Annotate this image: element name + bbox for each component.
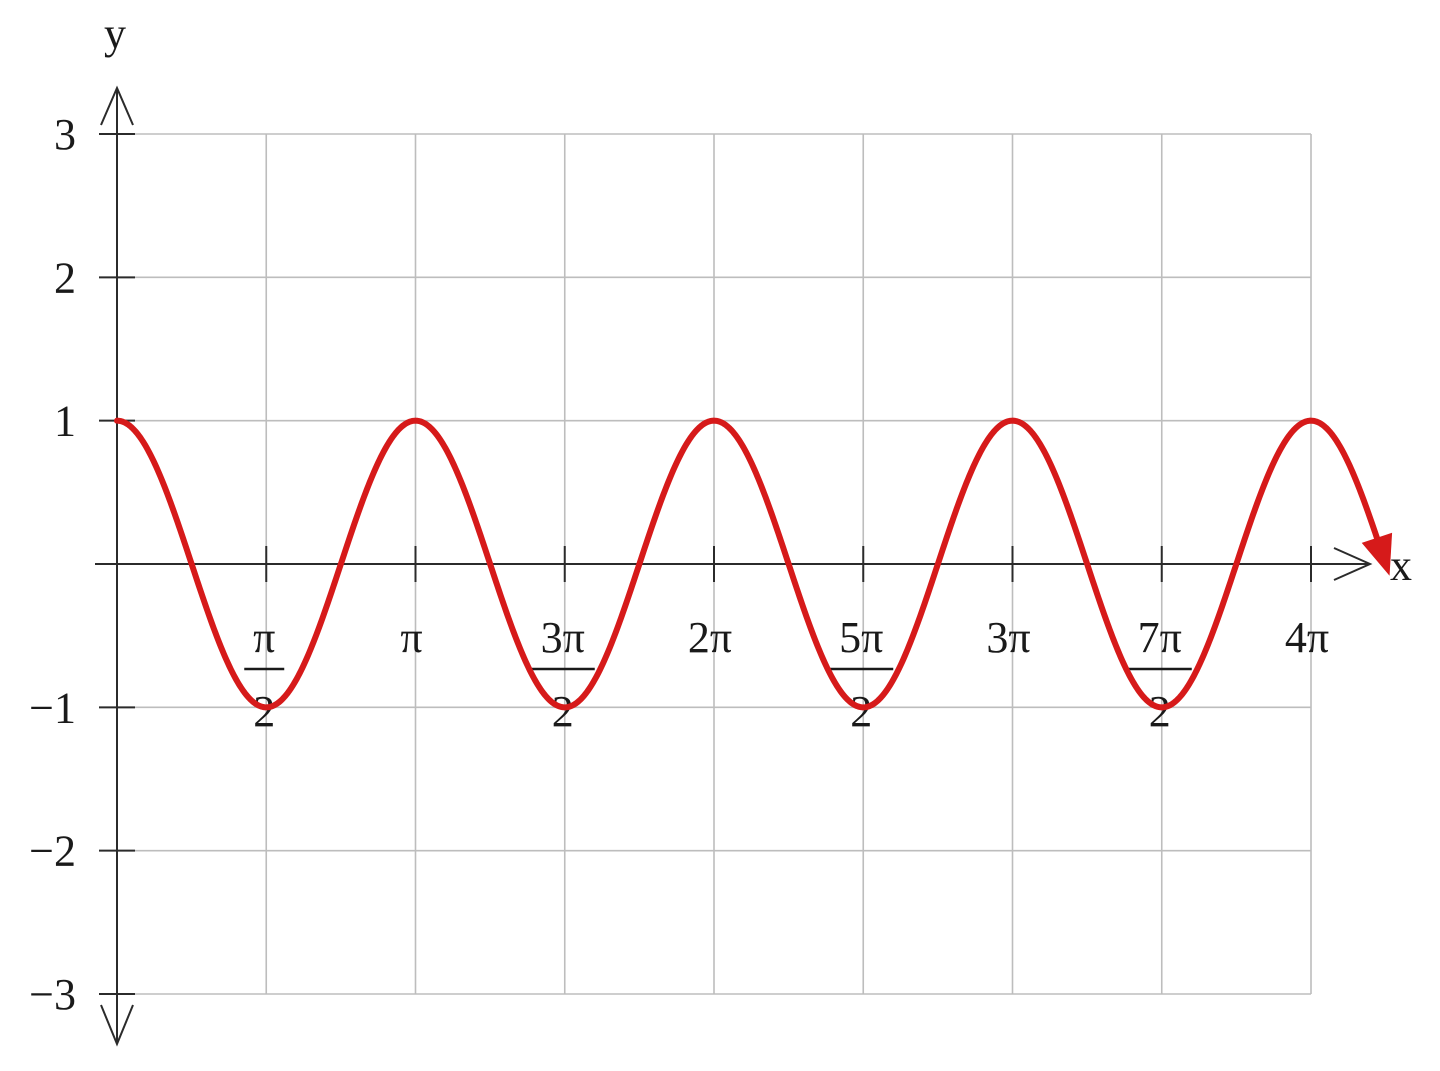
x-axis-label: x <box>1390 541 1412 590</box>
curve-arrowhead <box>1361 532 1393 576</box>
x-tick-numerator: 7π <box>1138 613 1182 662</box>
y-tick-labels: 3 2 1 −1 −2 −3 <box>29 110 76 1019</box>
x-tick-numerator: 5π <box>839 613 883 662</box>
y-tick-label: 1 <box>54 397 76 446</box>
x-tick-label: π <box>400 613 422 662</box>
x-tick-numerator: π <box>253 613 275 662</box>
x-tick-text: 3π <box>986 613 1030 662</box>
y-axis-label: y <box>104 9 126 58</box>
x-tick-label: 7π 2 <box>1127 613 1192 736</box>
y-tick-label: −2 <box>29 827 76 876</box>
x-tick-text: 4π <box>1285 613 1329 662</box>
y-axis-arrow-up <box>100 85 134 126</box>
x-tick-label: 4π <box>1285 613 1329 662</box>
axes <box>95 85 1373 1047</box>
x-tick-label: π2 <box>244 613 285 736</box>
x-tick-label: 3π <box>986 613 1030 662</box>
x-tick-text: π <box>400 613 422 662</box>
y-tick-label: −1 <box>29 683 76 732</box>
x-tick-denominator: 2 <box>552 687 574 736</box>
x-tick-label: 2π <box>688 613 732 662</box>
x-tick-denominator: 2 <box>850 687 872 736</box>
x-tick-denominator: 2 <box>253 687 275 736</box>
series-group <box>114 417 1393 711</box>
x-tick-text: 2π <box>688 613 732 662</box>
y-tick-label: 2 <box>54 253 76 302</box>
x-axis-arrow <box>1333 547 1373 581</box>
x-tick-label: 5π 2 <box>829 613 894 736</box>
x-tick-label: 3π 2 <box>530 613 595 736</box>
ticks <box>99 133 1312 995</box>
y-axis-arrow-down <box>100 1004 134 1047</box>
x-tick-numerator: 3π <box>541 613 585 662</box>
series-line <box>114 417 1384 711</box>
y-tick-label: 3 <box>54 110 76 159</box>
x-tick-denominator: 2 <box>1149 687 1171 736</box>
y-tick-label: −3 <box>29 970 76 1019</box>
